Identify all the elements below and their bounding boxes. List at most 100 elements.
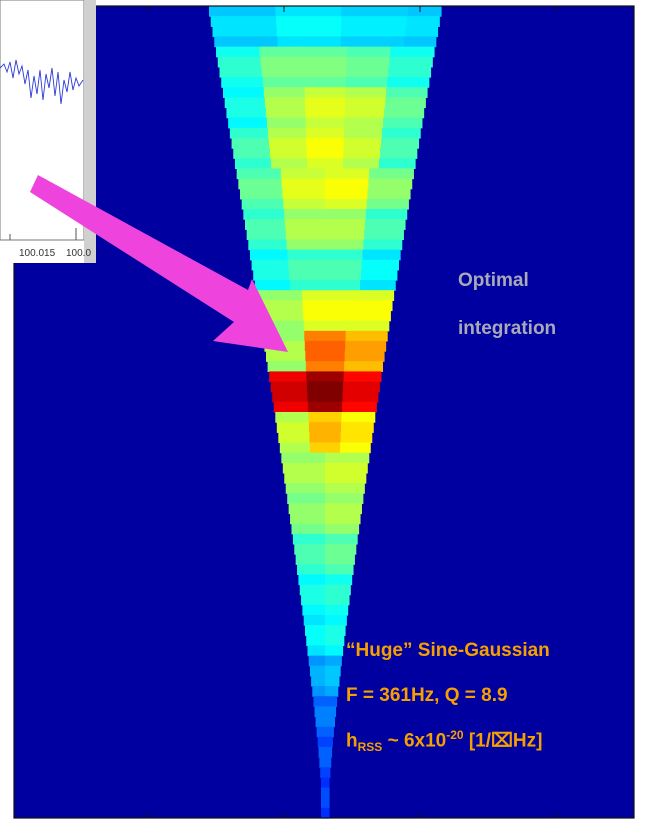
tile-cell [316,726,334,738]
tile-cell [346,320,390,332]
tile-cell [259,310,304,322]
tile-cell [345,97,386,109]
tile-cell [270,381,308,393]
tile-cell [298,574,326,586]
hrss-end: Hz] [512,730,543,752]
tile-cell [267,127,307,139]
tile-cell [277,36,310,48]
tile-cell [325,219,366,230]
tile-cell [231,137,270,149]
tile-cell [325,594,350,606]
tile-cell [325,229,365,241]
hrss-tail: [1/ [463,730,492,752]
tile-cell [288,259,326,271]
tile-cell [325,462,368,474]
tile-cell [325,635,345,647]
tile-cell [343,148,381,159]
tile-cell [319,757,332,768]
tile-cell [318,746,333,758]
tile-cell [325,178,369,190]
tile-cell [299,584,326,596]
tile-cell [254,280,291,291]
tile-cell [347,300,393,312]
tile-cell [238,178,283,190]
tile-cell [289,269,326,281]
tile-cell [259,46,304,58]
tile-cell [286,239,326,251]
tile-cell [307,391,344,403]
tile-cell [404,36,437,48]
signal-title: “Huge” Sine-Gaussian [346,640,550,661]
tile-cell [346,310,391,322]
tile-cell [304,340,346,352]
tile-cell [325,188,369,200]
tile-cell [368,178,413,190]
tile-cell [209,6,243,17]
tile-cell [325,543,357,555]
tile-cell [325,280,361,291]
tile-cell [304,625,326,636]
tile-cell [212,26,246,38]
tile-cell [325,533,358,545]
tile-cell [256,290,303,301]
tile-cell [373,16,408,27]
tile-cell [325,625,346,636]
tile-cell [342,391,379,403]
tile-cell [263,87,306,98]
tile-cell [276,26,310,38]
tile-cell [285,229,326,241]
tile-cell [381,137,420,149]
tile-cell [289,280,326,291]
tile-cell [308,26,342,38]
tile-cell [325,513,361,525]
tile-cell [261,66,305,78]
tile-cell [346,66,389,78]
tile-cell [221,77,264,88]
tile-cell [305,127,345,139]
tile-cell [341,16,375,27]
tile-cell [234,158,272,169]
tile-cell [325,259,363,271]
tile-cell [267,361,307,372]
tile-cell [386,87,428,98]
tile-cell [275,6,310,17]
tile-cell [373,26,406,38]
tile-cell [387,77,430,88]
tile-cell [342,401,377,413]
tile-cell [304,87,346,98]
tile-cell [302,300,348,312]
tile-cell [372,36,405,48]
tile-cell [261,320,305,332]
tile-cell [309,665,326,677]
tile-cell [278,432,311,444]
tile-cell [320,767,331,778]
tile-cell [345,340,387,352]
tile-cell [216,46,261,58]
tile-cell [382,127,421,139]
tile-cell [290,513,326,525]
tile-cell [280,168,326,180]
tile-cell [384,107,425,119]
tile-cell [306,381,344,393]
tile-cell [347,290,395,301]
tile-cell [249,249,289,261]
tile-cell [303,310,348,322]
tile-cell [325,168,370,180]
plot-frame [13,5,635,819]
tile-cell [321,787,330,799]
tile-cell [325,483,365,494]
tile-cell [306,148,344,159]
tile-cell [305,117,345,129]
tile-cell [344,351,385,362]
sqrt-glyph: ⌧ [491,730,513,752]
tile-cell [344,127,383,139]
tile-cell [287,249,326,261]
tile-cell [303,320,347,332]
tile-cell [345,87,387,98]
tile-cell [317,736,333,748]
tile-cell [302,290,349,301]
tile-cell [226,107,267,119]
tile-cell [217,56,262,68]
inset-shadow [84,0,96,263]
